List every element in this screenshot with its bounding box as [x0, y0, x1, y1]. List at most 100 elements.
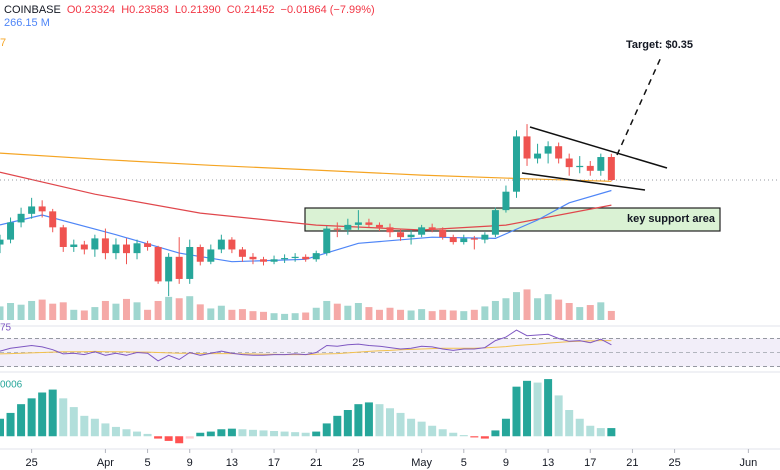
- volume-bar: [101, 300, 109, 320]
- macd-bar: [449, 432, 458, 437]
- volume-bar: [333, 303, 341, 320]
- candle-body: [365, 222, 373, 225]
- macd-bar: [523, 380, 532, 437]
- macd-bar: [69, 407, 78, 437]
- volume-bar: [133, 302, 141, 320]
- macd-bar: [59, 398, 68, 437]
- candle-body: [196, 246, 204, 262]
- candle-body: [154, 246, 162, 282]
- candle-body: [397, 232, 405, 238]
- volume-bar: [323, 300, 331, 320]
- macd-bar: [143, 433, 152, 437]
- x-tick-label: May: [411, 457, 432, 469]
- macd-bar: [407, 418, 416, 437]
- candle-body: [144, 243, 152, 247]
- candle-body: [80, 244, 88, 250]
- macd-bar: [364, 402, 373, 437]
- candle-body: [165, 256, 173, 282]
- macd-bar: [238, 429, 247, 437]
- candle-body: [101, 238, 109, 254]
- marks: 25 Apr 5 9 13 17 21 25 May 5 9 13 17 21 25 Jun: [0, 124, 780, 469]
- volume-bar: [80, 310, 88, 320]
- volume-bar: [397, 309, 405, 320]
- macd-bar: [90, 418, 99, 437]
- candle-body: [70, 244, 78, 247]
- macd-bar: [196, 432, 205, 437]
- macd-bar: [354, 404, 363, 437]
- target-projection: [616, 54, 663, 156]
- volume-bar: [386, 307, 394, 320]
- volume-bar: [91, 307, 99, 320]
- candle-body: [207, 249, 215, 262]
- macd-bar: [438, 429, 447, 437]
- candle-body: [523, 136, 531, 159]
- candle-body: [491, 210, 499, 235]
- volume-bar: [302, 312, 310, 320]
- support-label: key support area: [627, 213, 716, 225]
- macd-bar: [111, 426, 120, 437]
- x-tick-label: Apr: [97, 457, 114, 469]
- volume-bar: [523, 289, 531, 320]
- macd-bar: [343, 410, 352, 437]
- candle-body: [291, 256, 299, 259]
- candle-body: [428, 227, 436, 230]
- macd-bar: [164, 436, 173, 441]
- macd-bar: [185, 436, 194, 439]
- volume-label: 266.15 M: [4, 17, 50, 29]
- macd-bar: [133, 431, 142, 437]
- volume-bar: [439, 309, 447, 320]
- candle-body: [91, 238, 99, 250]
- macd-bar: [27, 398, 36, 437]
- candle-body: [175, 256, 183, 279]
- volume-bar: [196, 304, 204, 320]
- volume-bar: [281, 313, 289, 320]
- macd-bar: [459, 435, 468, 437]
- volume-bar: [502, 298, 510, 320]
- macd-bar: [38, 392, 47, 437]
- volume-bar: [260, 311, 268, 320]
- x-tick-label: 9: [187, 457, 193, 469]
- x-tick-label: 17: [584, 457, 596, 469]
- candle-body: [354, 222, 362, 225]
- rsi-label: 75: [0, 323, 12, 334]
- x-tick-label: 5: [145, 457, 151, 469]
- volume-bar: [154, 300, 162, 320]
- macd-bar: [17, 404, 26, 437]
- volume-bar: [312, 307, 320, 320]
- macd-bar: [501, 418, 510, 437]
- volume-bar: [512, 292, 520, 320]
- volume-bar: [470, 309, 478, 320]
- volume-bar: [28, 300, 36, 320]
- candle-body: [49, 211, 57, 228]
- volume-bar: [375, 309, 383, 320]
- macd-bar: [470, 436, 479, 438]
- volume-bar: [122, 298, 130, 320]
- candle-body: [112, 244, 120, 254]
- candle-body: [122, 244, 130, 254]
- candle-body: [386, 227, 394, 233]
- volume-bar: [144, 309, 152, 320]
- pennant-lower: [521, 172, 646, 191]
- candle-body: [607, 156, 615, 180]
- macd-bar: [322, 423, 331, 437]
- legend-item: L0.21390: [175, 4, 221, 16]
- moving-average: [0, 152, 612, 182]
- macd-label: 0006: [0, 380, 23, 391]
- macd-bar: [175, 436, 184, 444]
- volume-bar: [544, 294, 552, 320]
- legend: COINBASE O0.23324 H0.23583 L0.21390 C0.21452…: [4, 4, 375, 16]
- rsi-line: [0, 329, 612, 362]
- candle-body: [375, 224, 383, 228]
- target-label: Target: $0.35: [626, 39, 693, 51]
- candle-body: [38, 206, 46, 212]
- macd-bar: [154, 436, 163, 439]
- candle-body: [133, 243, 141, 254]
- x-tick-label: 21: [310, 457, 322, 469]
- x-tick-label: Jun: [740, 457, 758, 469]
- legend-item: O0.23324: [67, 4, 115, 16]
- candle-body: [502, 191, 510, 211]
- macd-bar: [259, 430, 268, 437]
- candle-body: [0, 239, 4, 245]
- moving-average: [0, 189, 612, 263]
